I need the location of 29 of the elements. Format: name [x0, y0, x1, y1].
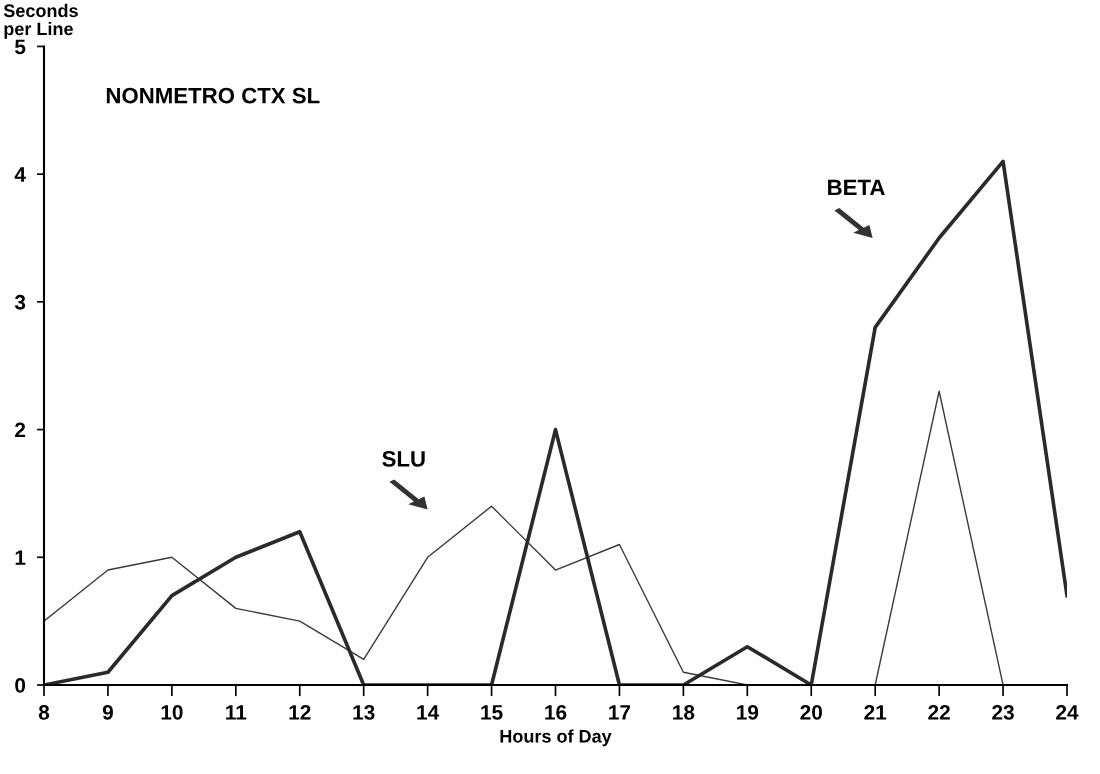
y-tick-label: 0	[15, 677, 26, 693]
x-tick-label: 14	[417, 705, 440, 720]
y-tick-label: 4	[14, 167, 26, 182]
x-tick-label: 15	[481, 705, 503, 720]
annotation: BETA	[828, 179, 885, 196]
y-tick-label: 5	[15, 39, 26, 55]
x-tick-label: 17	[609, 705, 631, 720]
x-tick-label: 20	[800, 704, 822, 720]
x-tick-label: 18	[673, 704, 695, 720]
x-tick-label: 16	[545, 704, 567, 720]
x-tick-label: 12	[289, 704, 311, 720]
x-tick-label: 22	[928, 704, 950, 720]
x-tick-label: 24	[1056, 704, 1079, 720]
x-tick-label: 21	[864, 704, 887, 720]
annotation: SLU	[382, 450, 425, 467]
x-tick-label: 10	[161, 704, 183, 720]
x-axis-title: Hours of Day	[500, 729, 612, 747]
x-tick-label: 13	[353, 704, 375, 720]
x-tick-label: 8	[38, 704, 50, 720]
x-tick-label: 19	[737, 704, 759, 720]
y-axis-title: Seconds per Line	[3, 3, 78, 39]
x-tick-label: 11	[226, 705, 247, 720]
x-tick-label: 9	[102, 704, 113, 720]
y-tick-label: 3	[14, 294, 26, 310]
line-series	[44, 390, 1004, 685]
x-tick-label: 23	[992, 704, 1014, 720]
y-tick-label: 2	[15, 422, 26, 438]
y-tick-label: 1	[15, 550, 26, 565]
text: NONMETRO CTX SL	[106, 87, 320, 104]
